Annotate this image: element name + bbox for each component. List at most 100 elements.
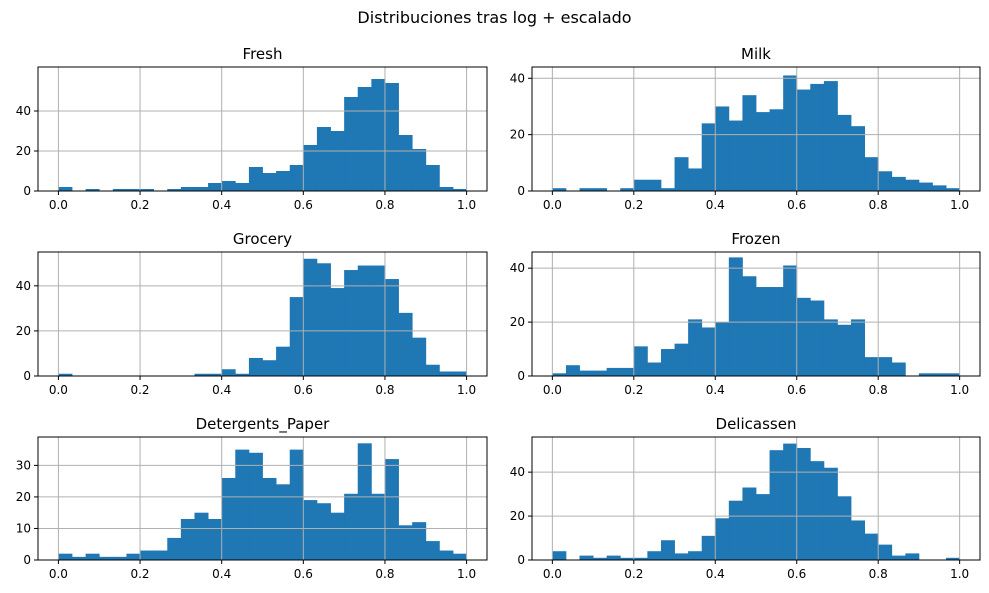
- fresh-bar: [194, 187, 209, 191]
- delicassen-y-tick-label: 20: [510, 509, 525, 523]
- milk-bar: [552, 188, 567, 191]
- detergents-paper-bar: [398, 525, 413, 560]
- detergents-paper-x-tick-label: 0.0: [49, 567, 68, 581]
- detergents-paper-x-tick-label: 0.8: [375, 567, 394, 581]
- detergents-paper-axes-frame: [37, 436, 488, 561]
- fresh-bar: [248, 167, 263, 191]
- fresh-bar: [85, 189, 100, 191]
- delicassen-title: Delicassen: [716, 415, 797, 433]
- detergents-paper-bar: [303, 500, 318, 560]
- detergents-paper-bar: [330, 512, 345, 560]
- panel-fresh: 0.0 0.2 0.4 0.6 0.8 1.0 0 20 40 Fresh: [16, 45, 488, 212]
- grocery-y-tick-label: 20: [16, 324, 31, 338]
- delicassen-bar: [552, 551, 567, 560]
- milk-bar: [647, 179, 662, 191]
- detergents-paper-y-tick-label: 30: [16, 458, 31, 472]
- grocery-bar: [316, 263, 331, 376]
- milk-bar: [864, 157, 879, 191]
- grocery-bar: [248, 357, 263, 376]
- frozen-bar: [728, 257, 743, 376]
- milk-bar: [932, 185, 947, 191]
- fresh-y-tick-label: 0: [23, 184, 31, 198]
- fresh-bar: [126, 189, 141, 191]
- grocery-bar: [344, 270, 359, 376]
- detergents-paper-bar: [412, 522, 427, 560]
- frozen-bar: [565, 365, 580, 376]
- detergents-paper-bar: [72, 556, 87, 560]
- grocery-x-tick-label: 0.4: [212, 383, 231, 397]
- detergents-paper-bar: [126, 553, 141, 560]
- detergents-paper-bar: [425, 541, 440, 560]
- milk-bar: [851, 126, 866, 191]
- grocery-bar: [221, 369, 236, 376]
- frozen-bar: [593, 370, 608, 376]
- delicassen-x-tick-label: 0.0: [543, 567, 562, 581]
- frozen-bar: [946, 373, 961, 376]
- grocery-x-tick-label: 0.0: [49, 383, 68, 397]
- frozen-x-tick-label: 1.0: [950, 383, 969, 397]
- milk-bar: [579, 188, 594, 191]
- frozen-x-tick-label: 0.0: [543, 383, 562, 397]
- frozen-bar: [769, 287, 784, 376]
- fresh-axes-frame: [37, 66, 488, 192]
- grocery-bar: [453, 371, 467, 376]
- delicassen-x-tick-label: 0.2: [624, 567, 643, 581]
- grocery-bar: [289, 297, 304, 376]
- delicassen-bar: [769, 450, 784, 560]
- milk-bar: [891, 176, 906, 191]
- fresh-bar: [58, 187, 73, 191]
- grocery-bar: [194, 373, 209, 376]
- milk-y-tick-label: 0: [517, 184, 525, 198]
- delicassen-bar: [701, 535, 716, 560]
- frozen-bar: [878, 357, 893, 376]
- fresh-bar: [384, 83, 399, 191]
- figure-suptitle: Distribuciones tras log + escalado: [357, 8, 631, 27]
- fresh-bar: [180, 187, 195, 191]
- grocery-bar: [208, 373, 223, 376]
- delicassen-bar: [851, 520, 866, 560]
- grocery-bar: [235, 373, 250, 376]
- grocery-bar: [276, 346, 291, 376]
- detergents-paper-x-tick-label: 1.0: [457, 567, 476, 581]
- grocery-bar: [412, 337, 427, 376]
- detergents-paper-bar: [58, 553, 73, 560]
- fresh-bar: [412, 149, 427, 191]
- delicassen-bar: [715, 518, 730, 560]
- detergents-paper-bar: [439, 550, 454, 560]
- panel-frozen: 0.0 0.2 0.4 0.6 0.8 1.0 0 20 40 Frozen: [510, 230, 981, 397]
- delicassen-bar: [810, 461, 825, 560]
- delicassen-x-tick-label: 1.0: [950, 567, 969, 581]
- grocery-x-tick-label: 1.0: [457, 383, 476, 397]
- frozen-bar: [823, 319, 838, 376]
- frozen-bar: [620, 367, 635, 376]
- detergents-paper-y-tick-label: 0: [23, 553, 31, 567]
- milk-bar: [783, 75, 798, 191]
- milk-bar: [769, 109, 784, 191]
- grocery-x-tick-label: 0.8: [375, 383, 394, 397]
- detergents-paper-x-tick-label: 0.6: [294, 567, 313, 581]
- detergents-paper-bar: [235, 449, 250, 560]
- delicassen-bar: [620, 557, 635, 560]
- detergents-paper-bar: [289, 449, 304, 560]
- delicassen-x-tick-label: 0.6: [787, 567, 806, 581]
- milk-bar: [660, 188, 675, 191]
- milk-y-tick-label: 40: [510, 71, 525, 85]
- frozen-y-tick-label: 20: [510, 315, 525, 329]
- fresh-y-tick-label: 20: [16, 144, 31, 158]
- frozen-bar: [891, 362, 906, 376]
- milk-x-tick-label: 0.2: [624, 198, 643, 212]
- fresh-x-tick-label: 0.6: [294, 198, 313, 212]
- milk-bar: [837, 114, 852, 191]
- grocery-axes-frame: [37, 251, 488, 377]
- delicassen-bar: [728, 500, 743, 560]
- milk-bar: [633, 179, 648, 191]
- grocery-bar: [384, 279, 399, 376]
- milk-x-tick-label: 1.0: [950, 198, 969, 212]
- delicassen-bar: [606, 555, 621, 560]
- grocery-bar: [262, 360, 277, 376]
- milk-x-tick-label: 0.0: [543, 198, 562, 212]
- frozen-bar: [783, 265, 798, 376]
- milk-x-tick-label: 0.8: [869, 198, 888, 212]
- detergents-paper-bar: [357, 443, 372, 560]
- fresh-bar: [235, 183, 250, 191]
